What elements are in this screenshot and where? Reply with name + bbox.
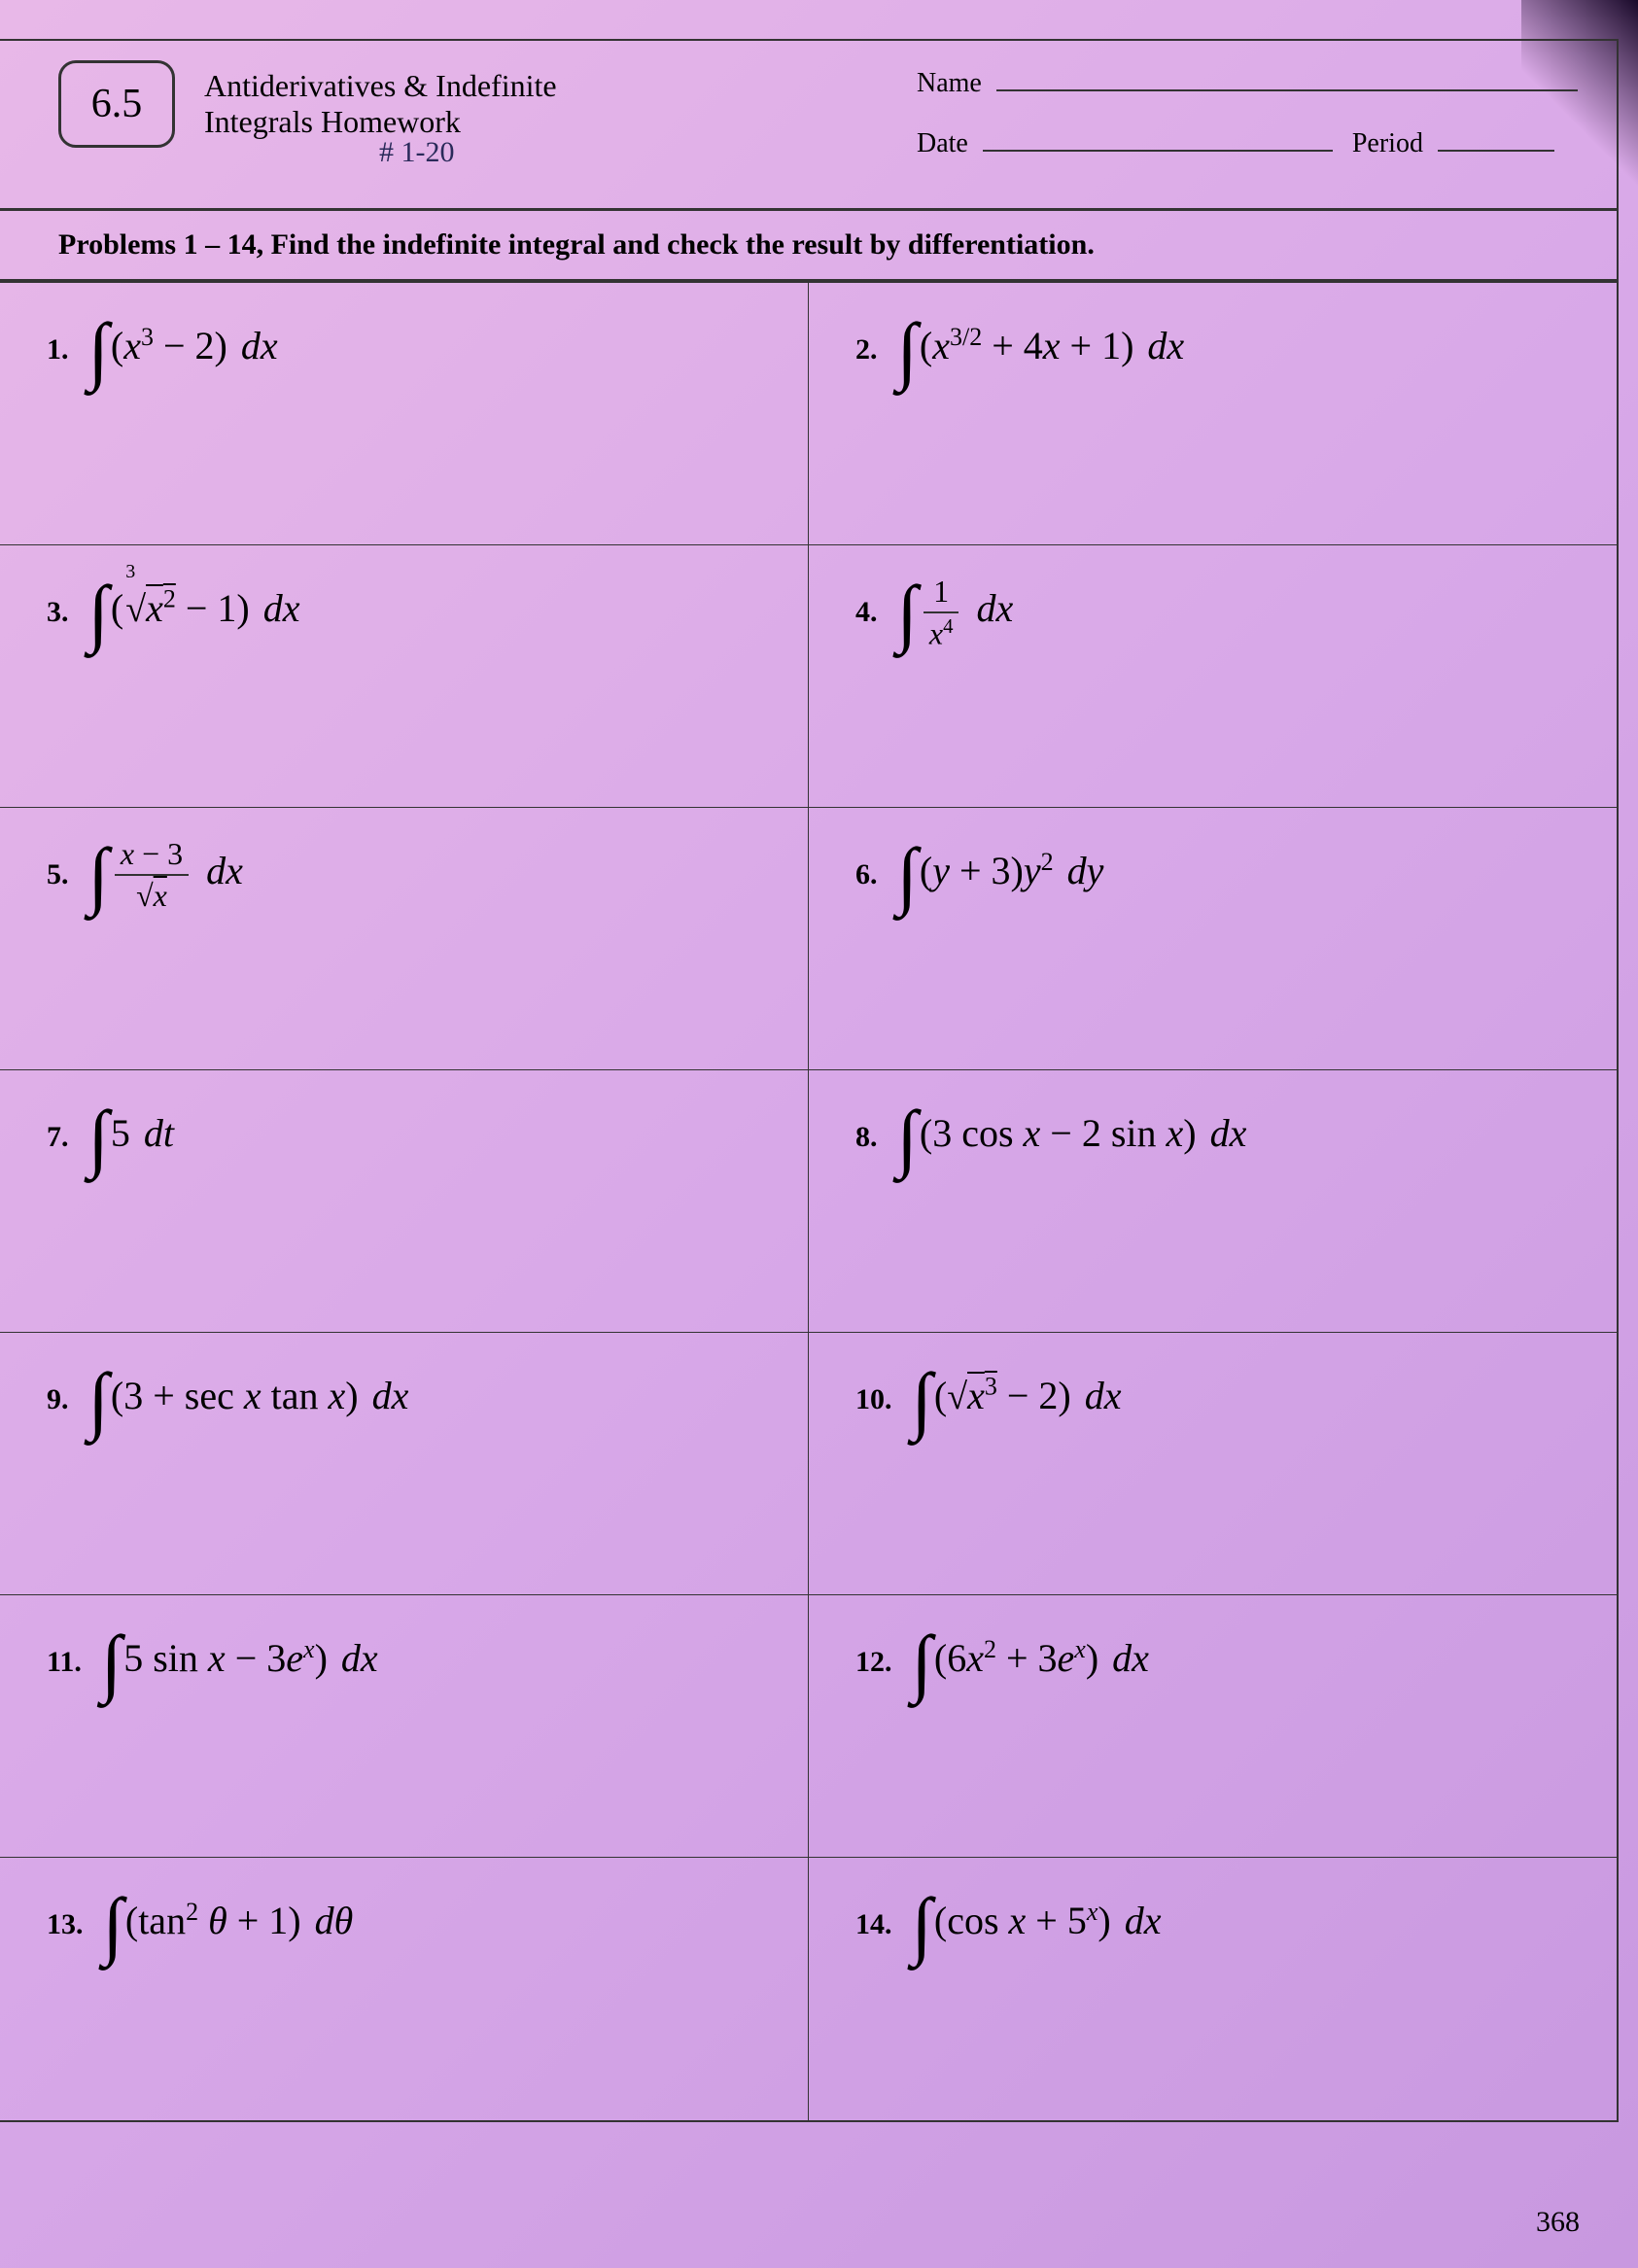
problem-expression: ∫(6x2 + 3ex) dx: [912, 1619, 1149, 1706]
name-row: Name: [917, 68, 1578, 99]
problem-expression: ∫(cos x + 5x) dx: [912, 1881, 1162, 1969]
period-line[interactable]: [1438, 128, 1554, 152]
problems-table: 1. ∫(x3 − 2) dx 2. ∫(x3/2 + 4x + 1) dx 3. ∫(3…: [0, 282, 1617, 2120]
problem-row: 5. ∫x − 3√x dx 6. ∫(y + 3)y2 dy: [0, 808, 1617, 1070]
problem-expression: ∫1x4 dx: [897, 569, 1014, 656]
title-line-2: Integrals Homework: [204, 104, 917, 140]
problem-number: 3.: [47, 596, 69, 629]
problem-number: 14.: [855, 1908, 892, 1941]
problem-number: 12.: [855, 1646, 892, 1679]
problem-expression: ∫5 dt: [88, 1094, 175, 1181]
problem-cell: 10. ∫(√x3 − 2) dx: [809, 1333, 1618, 1595]
problem-cell: 5. ∫x − 3√x dx: [0, 808, 809, 1070]
handwritten-note: # 1-20: [379, 136, 917, 169]
problem-expression: ∫(x3 − 2) dx: [88, 306, 278, 394]
name-date-area: Name Date Period: [917, 60, 1578, 189]
problem-number: 8.: [855, 1121, 878, 1154]
problem-row: 13. ∫(tan2 θ + 1) dθ 14. ∫(cos x + 5x) dx: [0, 1858, 1617, 2120]
problem-cell: 4. ∫1x4 dx: [809, 545, 1618, 808]
page-number: 368: [1536, 2206, 1580, 2239]
problem-cell: 6. ∫(y + 3)y2 dy: [809, 808, 1618, 1070]
problem-row: 7. ∫5 dt 8. ∫(3 cos x − 2 sin x) dx: [0, 1070, 1617, 1333]
problem-cell: 11. ∫5 sin x − 3ex) dx: [0, 1595, 809, 1858]
problem-cell: 2. ∫(x3/2 + 4x + 1) dx: [809, 283, 1618, 545]
title-line-1: Antiderivatives & Indefinite: [204, 68, 917, 104]
problem-cell: 3. ∫(3√x2 − 1) dx: [0, 545, 809, 808]
problem-number: 11.: [47, 1646, 82, 1679]
instructions: Problems 1 – 14, Find the indefinite int…: [0, 211, 1617, 282]
problem-row: 11. ∫5 sin x − 3ex) dx 12. ∫(6x2 + 3ex) dx: [0, 1595, 1617, 1858]
problem-cell: 9. ∫(3 + sec x tan x) dx: [0, 1333, 809, 1595]
problem-cell: 7. ∫5 dt: [0, 1070, 809, 1333]
problem-number: 4.: [855, 596, 878, 629]
problem-cell: 14. ∫(cos x + 5x) dx: [809, 1858, 1618, 2120]
worksheet-page: 6.5 Antiderivatives & Indefinite Integra…: [0, 39, 1619, 2122]
problem-number: 1.: [47, 333, 69, 366]
problem-expression: ∫(3 + sec x tan x) dx: [88, 1356, 409, 1444]
date-period-row: Date Period: [917, 128, 1578, 159]
problem-expression: ∫(3√x2 − 1) dx: [88, 569, 300, 656]
problem-number: 6.: [855, 858, 878, 891]
problem-number: 10.: [855, 1383, 892, 1416]
problem-cell: 13. ∫(tan2 θ + 1) dθ: [0, 1858, 809, 2120]
problem-number: 7.: [47, 1121, 69, 1154]
date-label: Date: [917, 128, 968, 159]
problem-number: 2.: [855, 333, 878, 366]
problem-row: 9. ∫(3 + sec x tan x) dx 10. ∫(√x3 − 2) dx: [0, 1333, 1617, 1595]
name-label: Name: [917, 68, 982, 99]
problem-expression: ∫(3 cos x − 2 sin x) dx: [897, 1094, 1247, 1181]
section-number-box: 6.5: [58, 60, 175, 148]
header: 6.5 Antiderivatives & Indefinite Integra…: [0, 41, 1617, 211]
problem-expression: ∫x − 3√x dx: [88, 831, 243, 919]
period-label: Period: [1352, 128, 1423, 159]
problem-number: 9.: [47, 1383, 69, 1416]
problem-row: 1. ∫(x3 − 2) dx 2. ∫(x3/2 + 4x + 1) dx: [0, 283, 1617, 545]
name-line[interactable]: [996, 68, 1578, 91]
problem-expression: ∫(y + 3)y2 dy: [897, 831, 1104, 919]
problem-number: 13.: [47, 1908, 84, 1941]
problem-expression: ∫(√x3 − 2) dx: [912, 1356, 1122, 1444]
problem-expression: ∫5 sin x − 3ex) dx: [101, 1619, 378, 1706]
problem-cell: 1. ∫(x3 − 2) dx: [0, 283, 809, 545]
problem-row: 3. ∫(3√x2 − 1) dx 4. ∫1x4 dx: [0, 545, 1617, 808]
problem-cell: 12. ∫(6x2 + 3ex) dx: [809, 1595, 1618, 1858]
problem-number: 5.: [47, 858, 69, 891]
problem-cell: 8. ∫(3 cos x − 2 sin x) dx: [809, 1070, 1618, 1333]
title-area: Antiderivatives & Indefinite Integrals H…: [204, 60, 917, 169]
problem-expression: ∫(x3/2 + 4x + 1) dx: [897, 306, 1185, 394]
date-line[interactable]: [983, 128, 1333, 152]
problem-expression: ∫(tan2 θ + 1) dθ: [103, 1881, 354, 1969]
